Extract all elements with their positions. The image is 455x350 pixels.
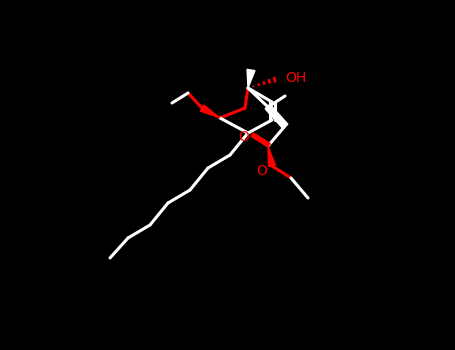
Polygon shape [200,105,220,118]
Text: OH: OH [285,71,307,85]
Polygon shape [247,69,255,88]
Polygon shape [268,146,275,167]
Text: O: O [257,164,268,178]
Text: O: O [238,130,249,144]
